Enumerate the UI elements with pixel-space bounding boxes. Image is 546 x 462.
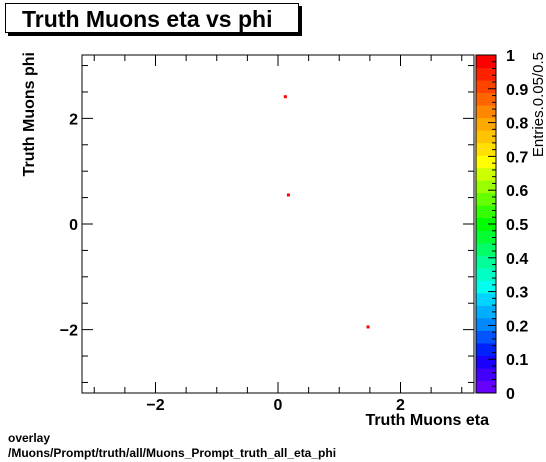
palette-band — [476, 167, 496, 181]
z-tick-label: 0.7 — [506, 149, 528, 166]
palette-band — [476, 305, 496, 319]
z-tick-label: 0 — [506, 386, 515, 403]
z-tick-label: 0.9 — [506, 82, 528, 99]
palette-ticks — [488, 54, 496, 394]
palette-band — [476, 67, 496, 81]
palette-band — [476, 367, 496, 381]
palette-band — [476, 330, 496, 344]
z-tick-label: 0.3 — [506, 285, 528, 302]
palette-band — [476, 55, 496, 69]
palette-band — [476, 242, 496, 256]
palette-band — [476, 142, 496, 156]
data-points — [283, 95, 370, 329]
z-axis-label: Entries.0.05/0.5 — [530, 52, 546, 157]
palette-band — [476, 317, 496, 331]
palette-band — [476, 180, 496, 194]
color-palette — [476, 55, 496, 394]
palette-band — [476, 342, 496, 356]
y-tick-label: 0 — [69, 217, 78, 234]
palette-band — [476, 205, 496, 219]
chart-title: Truth Muons eta vs phi — [22, 6, 273, 32]
palette-band — [476, 192, 496, 206]
y-tick-label: 2 — [69, 111, 78, 128]
footer-line-1: overlay — [8, 431, 51, 445]
palette-band — [476, 117, 496, 131]
z-tick-label: 1 — [506, 48, 515, 65]
plot-frame — [81, 54, 475, 394]
z-tick-label: 0.8 — [506, 116, 528, 133]
palette-band — [476, 255, 496, 269]
x-tick-label: −2 — [146, 397, 164, 414]
x-axis-label: Truth Muons eta — [365, 412, 489, 429]
z-tick-label: 0.2 — [506, 318, 528, 335]
palette-band — [476, 130, 496, 144]
data-point — [286, 193, 290, 197]
palette-band — [476, 280, 496, 294]
z-tick-label: 0.4 — [506, 251, 528, 268]
title-box: Truth Muons eta vs phi — [5, 3, 299, 33]
x-tick-label: 2 — [396, 397, 405, 414]
palette-band — [476, 267, 496, 281]
palette-tick-labels: 0 0.1 0.2 0.3 0.4 0.5 0.6 0.7 0.8 0.9 1 — [506, 48, 528, 403]
z-tick-label: 0.1 — [506, 352, 528, 369]
data-point — [366, 325, 370, 329]
z-tick-label: 0.5 — [506, 217, 528, 234]
axis-tick-labels: −2 0 2 −2 0 2 — [60, 111, 405, 414]
palette-band — [476, 92, 496, 106]
data-point — [283, 95, 287, 99]
palette-band — [476, 155, 496, 169]
palette-band — [476, 380, 496, 394]
footer-line-2: /Muons/Prompt/truth/all/Muons_Prompt_tru… — [8, 446, 337, 460]
palette-band — [476, 105, 496, 119]
z-tick-label: 0.6 — [506, 183, 528, 200]
palette-band — [476, 292, 496, 306]
y-tick-label: −2 — [60, 323, 78, 340]
axis-ticks — [82, 55, 474, 393]
palette-band — [476, 80, 496, 94]
y-axis-label: Truth Muons phi — [21, 52, 38, 176]
palette-band — [476, 217, 496, 231]
x-tick-label: 0 — [274, 397, 283, 414]
palette-band — [476, 230, 496, 244]
palette-band — [476, 355, 496, 369]
